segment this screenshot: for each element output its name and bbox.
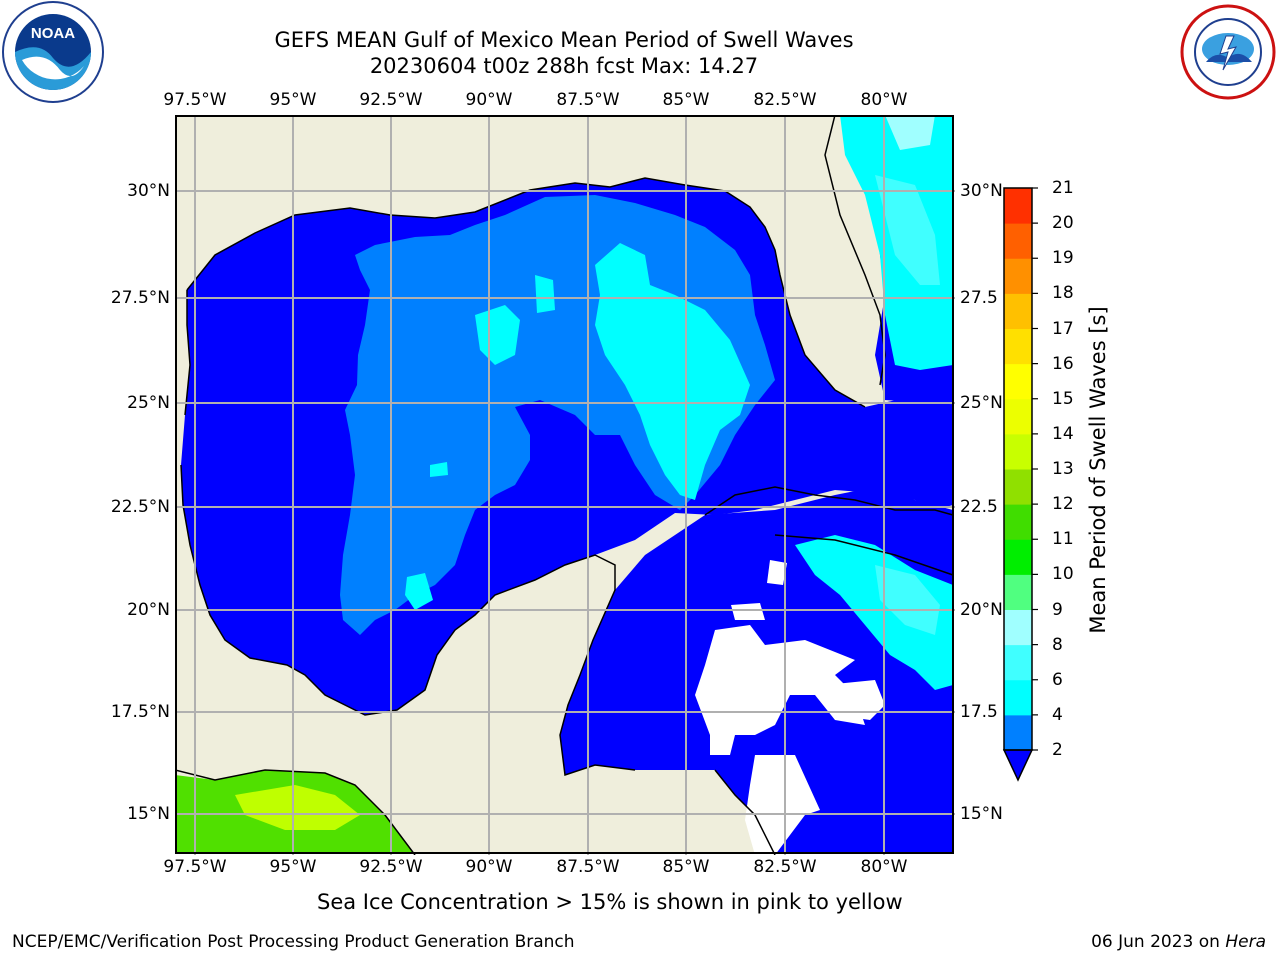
noaa-logo: NOAA	[2, 1, 104, 103]
colorbar-segment	[1004, 433, 1032, 470]
lon-tick-top: 85°W	[662, 90, 710, 110]
gulf-swell-6-8-patch	[405, 573, 433, 610]
caribbean-swell-8-9	[875, 565, 940, 635]
colorbar-segment	[1004, 574, 1032, 610]
colorbar-segment	[1004, 258, 1032, 294]
colorbar-segment	[1004, 714, 1032, 751]
colorbar-segment	[1004, 363, 1032, 400]
colorbar-tick-label: 2	[1052, 740, 1063, 760]
map-title: GEFS MEAN Gulf of Mexico Mean Period of …	[274, 28, 854, 52]
colorbar-tick-label: 13	[1052, 459, 1074, 479]
gulf-swell-6-8-patch	[430, 462, 448, 477]
colorbar	[1002, 187, 1038, 782]
colorbar-tick-label: 15	[1052, 388, 1074, 409]
colorbar-tick-label: 8	[1052, 634, 1063, 655]
lon-tick-top: 97.5°W	[163, 90, 227, 110]
atlantic-swell-8-9	[875, 175, 940, 285]
colorbar-segment	[1004, 609, 1032, 646]
colorbar-tick-label: 12	[1052, 494, 1074, 515]
sea-ice-note: Sea Ice Concentration > 15% is shown in …	[317, 890, 903, 914]
footer-date-text: 06 Jun 2023 on	[1091, 932, 1220, 952]
lon-tick-bottom: 82.5°W	[753, 857, 817, 877]
graticule	[175, 115, 955, 855]
footer-credit: NCEP/EMC/Verification Post Processing Pr…	[12, 932, 575, 952]
lon-tick-top: 90°W	[465, 90, 513, 110]
footer-host: Hera	[1225, 932, 1266, 952]
lat-tick-right: 22.5	[960, 497, 998, 517]
colorbar-extend-arrow	[1002, 749, 1034, 782]
lat-tick-right: 17.5	[960, 702, 998, 722]
colorbar-tick-label: 18	[1052, 283, 1074, 304]
colorbar-segment	[1004, 328, 1032, 365]
missing-data-area	[825, 680, 885, 720]
colorbar-tick-label: 4	[1052, 704, 1063, 725]
lon-tick-top: 92.5°W	[359, 90, 423, 110]
lon-tick-bottom: 80°W	[860, 857, 908, 877]
colorbar-segment	[1004, 679, 1032, 716]
colorbar-segment	[1004, 398, 1032, 435]
colorbar-tick-label: 19	[1052, 248, 1074, 269]
lon-tick-top: 80°W	[860, 90, 908, 110]
lon-tick-top: 95°W	[269, 90, 317, 110]
lat-tick-right: 25°N	[960, 393, 1003, 413]
lat-tick-left: 27.5°N	[110, 288, 170, 308]
lat-tick-left: 30°N	[127, 181, 170, 201]
missing-data-area	[767, 560, 787, 585]
colorbar-segment	[1004, 504, 1032, 540]
colorbar-segment	[1004, 539, 1032, 575]
lon-tick-top: 82.5°W	[753, 90, 817, 110]
colorbar-tick-label: 21	[1052, 178, 1074, 198]
lon-tick-bottom: 95°W	[269, 857, 317, 877]
colorbar-segment	[1004, 293, 1032, 329]
missing-data-area	[695, 625, 865, 755]
missing-data-area	[745, 755, 820, 853]
svg-text:NOAA: NOAA	[31, 25, 75, 42]
colorbar-tick-label: 10	[1052, 564, 1074, 585]
lon-tick-bottom: 85°W	[662, 857, 710, 877]
lon-tick-top: 87.5°W	[556, 90, 620, 110]
colorbar-tick-label: 20	[1052, 213, 1074, 234]
atlantic-swell-9-10	[885, 115, 935, 150]
colorbar-segment	[1004, 223, 1032, 259]
lat-tick-right: 20°N	[960, 600, 1003, 620]
colorbar-tick-label: 14	[1052, 423, 1074, 444]
colorbar-segment	[1004, 644, 1032, 681]
lat-tick-left: 15°N	[127, 804, 170, 824]
lon-tick-bottom: 90°W	[465, 857, 513, 877]
map-frame	[175, 115, 954, 854]
colorbar-tick-label: 6	[1052, 669, 1063, 690]
lat-tick-left: 20°N	[127, 600, 170, 620]
gulf-swell-6-8-patch	[475, 305, 520, 365]
colorbar-tick-label: 11	[1052, 529, 1074, 550]
caribbean-swell-6-8	[795, 535, 953, 690]
lat-tick-right: 15°N	[960, 804, 1003, 824]
colorbar-segment	[1004, 188, 1032, 224]
lon-tick-bottom: 97.5°W	[163, 857, 227, 877]
lon-tick-bottom: 87.5°W	[556, 857, 620, 877]
nws-logo	[1180, 4, 1276, 100]
lat-tick-left: 25°N	[127, 393, 170, 413]
lat-tick-right: 30°N	[960, 181, 1003, 201]
gulf-swell-6-8	[595, 243, 750, 500]
map-subtitle: 20230604 t00z 288h fcst Max: 14.27	[369, 54, 759, 78]
colorbar-tick-label: 16	[1052, 353, 1074, 374]
colorbar-tick-label: 17	[1052, 318, 1074, 339]
colorbar-segment	[1004, 469, 1032, 505]
footer-date: 06 Jun 2023 on Hera	[1091, 932, 1266, 952]
colorbar-tick-label: 9	[1052, 599, 1063, 620]
missing-data-area	[731, 603, 765, 620]
lat-tick-left: 22.5°N	[110, 497, 170, 517]
gulf-swell-6-8-patch	[535, 275, 555, 313]
lat-tick-right: 27.5	[960, 288, 998, 308]
pacific-swell-12-13	[235, 785, 360, 830]
lon-tick-bottom: 92.5°W	[359, 857, 423, 877]
lat-tick-left: 17.5°N	[110, 702, 170, 722]
colorbar-label: Mean Period of Swell Waves [s]	[1086, 306, 1110, 634]
swell-period-map	[175, 115, 955, 855]
